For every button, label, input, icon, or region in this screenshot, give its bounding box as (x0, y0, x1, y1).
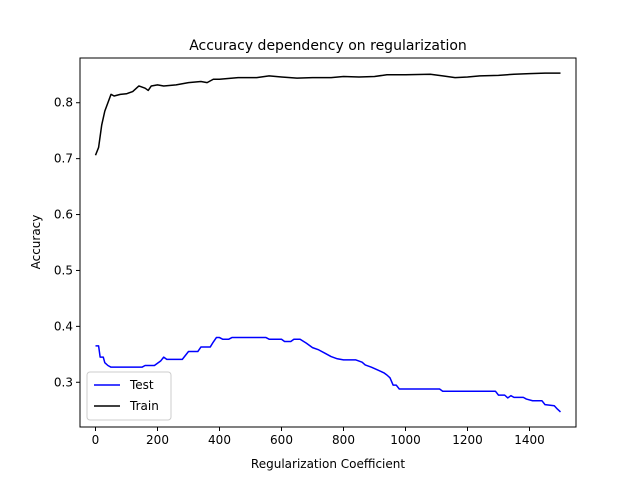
chart-title: Accuracy dependency on regularization (189, 38, 467, 54)
plot-area: 0 200 400 600 800 1000 1200 1400 0.3 0.4 0.5 0.6 0.7… (54, 57, 577, 447)
x-tick-label: 200 (146, 433, 169, 447)
x-tick-label: 1200 (452, 433, 483, 447)
x-tick-label: 400 (208, 433, 231, 447)
x-tick-label: 1400 (514, 433, 545, 447)
x-tick-label: 800 (332, 433, 355, 447)
y-tick-label: 0.7 (54, 152, 73, 166)
series-line-train (94, 72, 561, 156)
y-tick-label: 0.4 (54, 319, 73, 333)
y-tick-label: 0.3 (54, 375, 73, 389)
x-tick-label: 600 (270, 433, 293, 447)
legend-label-train: Train (129, 399, 159, 413)
legend: Test Train (86, 371, 172, 421)
x-axis-label: Regularization Coefficient (251, 457, 405, 471)
y-axis-label: Accuracy (29, 215, 43, 270)
y-tick-label: 0.6 (54, 208, 73, 222)
y-tick-label: 0.5 (54, 263, 73, 277)
y-tick-label: 0.8 (54, 96, 73, 110)
legend-label-test: Test (129, 378, 154, 392)
axes-frame (79, 57, 577, 428)
x-tick-label: 0 (92, 433, 100, 447)
series-line-test (95, 336, 562, 413)
x-tick-label: 1000 (390, 433, 421, 447)
legend-box (86, 371, 172, 421)
